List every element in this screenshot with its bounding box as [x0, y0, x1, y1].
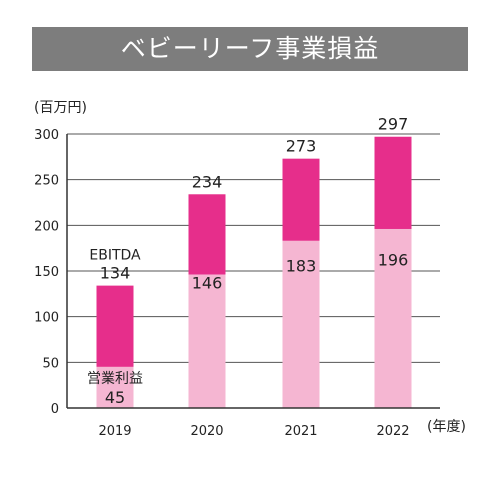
labels: 0 50 100 150 200 250 300 (百万円) (年度) 2019 134 45 2020… [34, 100, 466, 439]
x-tick-label: 2021 [284, 424, 317, 439]
y-tick-label: 250 [34, 174, 59, 189]
series-label-ebitda: EBITDA [89, 248, 141, 264]
data-label-ebitda: 297 [378, 115, 409, 134]
bar-operating-profit-2022 [374, 228, 412, 408]
bar-operating-profit-2019 [96, 366, 134, 408]
data-label-operating-profit: 196 [378, 250, 409, 269]
data-label-ebitda: 134 [100, 264, 131, 283]
y-tick-label: 0 [51, 402, 59, 417]
data-label-operating-profit: 146 [192, 273, 223, 292]
y-tick-label: 200 [34, 219, 59, 234]
y-tick-label: 150 [34, 265, 59, 280]
chart-title: ベビーリーフ事業損益 [32, 27, 468, 71]
bar-ebitda-2022 [374, 136, 412, 229]
data-label-operating-profit: 183 [286, 256, 317, 275]
axes [66, 134, 440, 409]
bar-ebitda-2019 [96, 285, 134, 367]
bar-ebitda-2020 [188, 194, 226, 275]
x-tick-label: 2020 [190, 424, 223, 439]
bar-ebitda-2021 [282, 158, 320, 241]
y-tick-label: 300 [34, 128, 59, 143]
data-label-ebitda: 273 [286, 137, 317, 156]
bar-operating-profit-2020 [188, 274, 226, 408]
y-unit-label: (百万円) [34, 100, 87, 116]
y-tick-label: 50 [42, 356, 59, 371]
data-label-operating-profit: 45 [105, 388, 125, 407]
x-tick-label: 2022 [376, 424, 409, 439]
bars [96, 136, 412, 408]
y-tick-label: 100 [34, 311, 59, 326]
series-label-operating-profit: 営業利益 [87, 371, 143, 387]
bar-operating-profit-2021 [282, 240, 320, 408]
x-unit-label: (年度) [427, 419, 466, 435]
data-label-ebitda: 234 [192, 172, 223, 191]
x-tick-label: 2019 [98, 424, 131, 439]
